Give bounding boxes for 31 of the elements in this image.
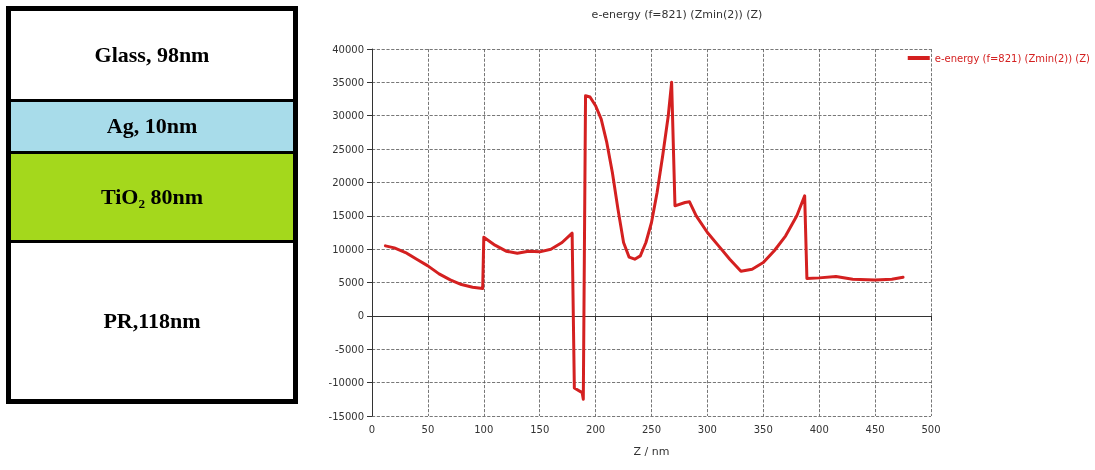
x-tick-label: 50 (421, 423, 435, 435)
line-series (383, 80, 905, 401)
x-tick-label: 0 (368, 423, 376, 435)
y-tick-label: 35000 (332, 76, 364, 88)
y-tick-label: 20000 (332, 176, 364, 188)
y-tick-label: 5000 (338, 277, 364, 289)
chart-title: e-energy (f=821) (Zmin(2)) (Z) (591, 8, 763, 21)
y-tick-label: 15000 (332, 210, 364, 222)
text: Glass, 98nm (11, 11, 293, 99)
legend-label: e-energy (f=821) (Zmin(2)) (Z) (934, 52, 1091, 64)
text: TiO₂ 80nm (11, 150, 293, 240)
x-tick-label: 300 (697, 423, 717, 435)
y-tick-label: 10000 (332, 243, 364, 255)
x-tick-label: 350 (753, 423, 773, 435)
text: PR,118nm (11, 239, 293, 399)
y-tick-label: -10000 (328, 377, 364, 389)
y-tick-label: 0 (357, 310, 364, 322)
x-tick-label: 500 (921, 423, 941, 435)
x-tick-label: 100 (474, 423, 494, 435)
y-tick-label: -5000 (334, 343, 364, 355)
y-tick-label: 40000 (332, 43, 364, 55)
x-tick-label: 400 (809, 423, 829, 435)
x-axis-title: Z / nm (633, 445, 670, 458)
x-tick-label: 450 (865, 423, 885, 435)
text: Ag, 10nm (11, 98, 293, 151)
x-tick-label: 150 (530, 423, 550, 435)
y-tick-label: -15000 (328, 410, 364, 422)
x-tick-label: 250 (641, 423, 662, 435)
y-tick-label: 30000 (332, 110, 364, 122)
x-tick-label: 200 (586, 423, 606, 435)
y-tick-label: 25000 (332, 143, 364, 155)
